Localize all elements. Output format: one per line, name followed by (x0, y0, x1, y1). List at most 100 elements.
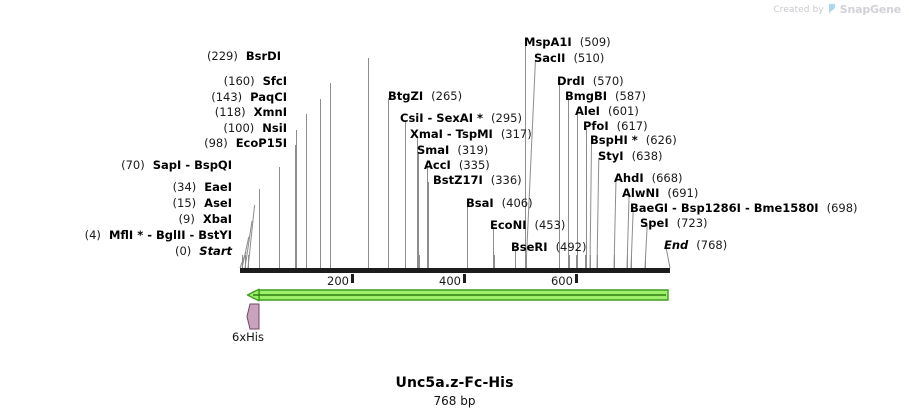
restriction-site-tick[interactable] (405, 255, 406, 268)
leader-line (244, 220, 254, 269)
sequence-name: Unc5a.z-Fc-His (395, 375, 514, 391)
leader-line (568, 98, 569, 268)
restriction-site-label[interactable]: (98) EcoP15I (0, 137, 287, 149)
leader-line (279, 167, 280, 268)
site-position: (317) (500, 127, 532, 141)
restriction-site-tick[interactable] (279, 255, 280, 268)
orf-arrow[interactable] (246, 288, 669, 302)
restriction-site-tick[interactable] (631, 255, 632, 268)
enzyme-name: NsiI (262, 121, 287, 135)
enzyme-separator: - (668, 201, 681, 215)
restriction-site-label[interactable]: PfoI (617) (583, 120, 648, 132)
restriction-site-label[interactable]: BseRI (492) (511, 241, 587, 253)
snapgene-watermark: Created by SnapGene (773, 3, 901, 16)
restriction-site-label[interactable]: DrdI (570) (557, 75, 624, 87)
site-position: (617) (616, 119, 648, 133)
restriction-site-label[interactable]: BspHI * (626) (590, 134, 677, 146)
restriction-site-label[interactable]: (143) PaqCI (0, 91, 287, 103)
restriction-site-label[interactable]: (100) NsiI (0, 122, 287, 134)
restriction-site-tick[interactable] (467, 255, 468, 268)
site-position: (319) (457, 143, 489, 157)
restriction-site-label[interactable]: CsiI - SexAI * (295) (400, 112, 522, 124)
restriction-site-label[interactable]: StyI (638) (598, 150, 663, 162)
site-position: (143) (211, 90, 243, 104)
restriction-site-tick[interactable] (590, 255, 591, 268)
leader-line (577, 113, 578, 268)
restriction-site-label[interactable]: MspA1I (509) (524, 36, 611, 48)
restriction-site-label[interactable]: SpeI (723) (640, 217, 708, 229)
restriction-site-label[interactable]: (15) AseI (0, 197, 232, 209)
restriction-site-label[interactable]: BtgZI (265) (388, 90, 462, 102)
restriction-site-tick[interactable] (245, 255, 246, 268)
leader-line (493, 227, 494, 268)
restriction-site-tick[interactable] (515, 255, 516, 268)
restriction-site-tick[interactable] (597, 255, 598, 268)
restriction-site-label[interactable]: (70) SapI - BspQI (0, 159, 232, 171)
restriction-site-tick[interactable] (330, 255, 331, 268)
restriction-site-label[interactable]: AhdI (668) (614, 172, 683, 184)
site-position: (768) (696, 238, 728, 252)
feature-6xhis[interactable] (246, 303, 262, 330)
site-position: (265) (431, 89, 463, 103)
restriction-site-tick[interactable] (368, 255, 369, 268)
restriction-site-tick[interactable] (388, 255, 389, 268)
restriction-site-tick[interactable] (645, 255, 646, 268)
enzyme-name: SpeI (640, 216, 669, 230)
star-marker: * (472, 111, 484, 125)
leader-line (330, 83, 331, 268)
restriction-site-label[interactable]: (9) XbaI (0, 213, 232, 225)
restriction-site-label[interactable]: XmaI - TspMI (317) (410, 128, 532, 140)
restriction-site-label[interactable]: BaeGI - Bsp1286I - Bme1580I (698) (630, 202, 858, 214)
enzyme-separator: - (185, 228, 199, 242)
restriction-site-tick[interactable] (306, 255, 307, 268)
restriction-site-label[interactable]: BsaI (406) (466, 197, 533, 209)
restriction-site-label[interactable]: (118) XmnI (0, 106, 287, 118)
restriction-site-tick[interactable] (576, 255, 577, 268)
restriction-site-label[interactable]: BstZ17I (336) (433, 174, 522, 186)
restriction-site-tick[interactable] (248, 255, 249, 268)
restriction-site-label[interactable]: (0) Start (0, 245, 232, 257)
restriction-site-label[interactable]: (229) BsrDI (0, 50, 281, 62)
restriction-site-tick[interactable] (320, 255, 321, 268)
site-position: (336) (490, 173, 522, 187)
restriction-site-label[interactable]: EcoNI (453) (490, 219, 565, 231)
restriction-site-label[interactable]: SmaI (319) (417, 144, 488, 156)
enzyme-name: CsiI (400, 111, 424, 125)
restriction-site-tick[interactable] (259, 255, 260, 268)
restriction-site-tick[interactable] (428, 255, 429, 268)
axis-tick-label: 600 (550, 274, 573, 288)
restriction-site-label[interactable]: AleI (601) (575, 105, 639, 117)
leader-line (306, 114, 307, 268)
restriction-site-tick[interactable] (419, 255, 420, 268)
leader-line (247, 204, 257, 269)
restriction-site-label[interactable]: AlwNI (691) (622, 187, 698, 199)
restriction-site-tick[interactable] (242, 255, 243, 268)
restriction-site-tick[interactable] (296, 255, 297, 268)
axis-tick (462, 274, 466, 283)
restriction-site-tick[interactable] (585, 255, 586, 268)
enzyme-name: SmaI (417, 143, 450, 157)
restriction-site-label[interactable]: (4) MflI * - BglII - BstYI (0, 229, 232, 241)
restriction-site-label[interactable]: (34) EaeI (0, 181, 232, 193)
axis-tick-label: 200 (327, 274, 349, 288)
enzyme-name: SapI (152, 158, 182, 172)
restriction-site-tick[interactable] (417, 255, 418, 268)
sequence-length: 768 bp (433, 394, 476, 408)
restriction-site-tick[interactable] (526, 255, 527, 268)
restriction-site-label[interactable]: (160) SfcI (0, 75, 287, 87)
restriction-site-tick[interactable] (569, 255, 570, 268)
restriction-site-tick[interactable] (525, 255, 526, 268)
restriction-site-tick[interactable] (559, 255, 560, 268)
restriction-site-label[interactable]: SacII (510) (534, 52, 604, 64)
restriction-site-label[interactable]: End (768) (664, 239, 727, 251)
restriction-site-label[interactable]: AccI (335) (424, 159, 490, 171)
restriction-site-label[interactable]: BmgBI (587) (565, 90, 646, 102)
restriction-site-tick[interactable] (614, 255, 615, 268)
restriction-site-tick[interactable] (295, 255, 296, 268)
enzyme-name: XmnI (253, 105, 287, 119)
site-position: (453) (534, 218, 566, 232)
site-position: (587) (615, 89, 646, 103)
restriction-site-tick[interactable] (627, 255, 628, 268)
enzyme-name: SfcI (262, 74, 287, 88)
restriction-site-tick[interactable] (494, 255, 495, 268)
